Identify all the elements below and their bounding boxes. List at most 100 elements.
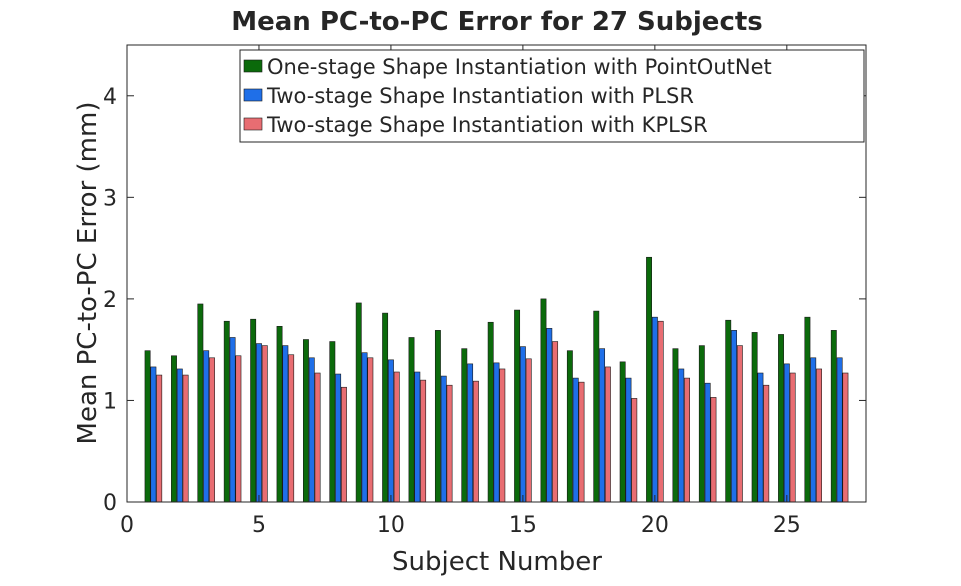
bar-2-18: [599, 348, 606, 503]
bar-1-20: [646, 256, 652, 503]
bar-1-12: [434, 330, 441, 503]
bar-2-27: [836, 357, 843, 503]
bar-1-19: [619, 361, 626, 503]
bar-3-12: [446, 384, 453, 503]
y-tick-label: 1: [103, 389, 117, 414]
bar-3-14: [499, 368, 506, 503]
legend-label-2: Two-stage Shape Instantiation with PLSR: [266, 84, 694, 108]
bar-3-15: [525, 358, 532, 503]
legend-swatch-2: [243, 88, 263, 102]
bar-2-26: [810, 357, 817, 503]
bar-2-20: [651, 316, 658, 503]
bar-2-8: [335, 373, 342, 503]
bar-3-25: [789, 372, 796, 503]
bar-3-3: [209, 357, 215, 503]
bar-2-25: [783, 363, 790, 503]
legend-label-1: One-stage Shape Instantiation with Point…: [267, 55, 772, 79]
chart-title: Mean PC-to-PC Error for 27 Subjects: [231, 7, 763, 37]
bar-1-22: [698, 345, 705, 503]
bar-1-3: [197, 303, 204, 503]
bar-1-18: [593, 310, 600, 503]
y-axis-label: Mean PC-to-PC Error (mm): [73, 102, 103, 445]
bar-1-17: [566, 350, 573, 503]
bar-1-5: [250, 318, 257, 503]
bar-1-10: [382, 312, 389, 503]
bar-2-1: [150, 366, 157, 503]
bar-2-11: [414, 371, 421, 503]
legend-swatch-1: [243, 59, 263, 73]
bar-2-23: [731, 330, 737, 503]
bar-1-25: [778, 334, 784, 503]
x-tick-label: 20: [641, 513, 669, 538]
bar-3-24: [763, 384, 770, 503]
bar-3-21: [684, 377, 690, 503]
bar-1-4: [223, 320, 230, 503]
plot-frame: [126, 44, 867, 503]
bar-3-7: [314, 372, 321, 503]
bar-1-2: [171, 355, 177, 503]
bar-3-4: [235, 355, 242, 503]
bar-3-6: [288, 354, 295, 503]
bar-3-22: [710, 397, 717, 503]
bar-3-26: [816, 368, 822, 503]
bar-3-9: [367, 357, 374, 503]
bar-1-7: [302, 339, 309, 503]
bar-2-2: [176, 368, 183, 503]
legend-label-3: Two-stage Shape Instantiation with KPLSR: [266, 113, 708, 137]
x-tick-label: 10: [377, 513, 405, 538]
bar-1-8: [329, 341, 336, 503]
x-tick-label: 15: [509, 513, 537, 538]
bar-3-20: [657, 320, 664, 503]
bar-2-14: [493, 362, 500, 503]
x-axis-label: Subject Number: [392, 547, 602, 577]
bar-1-11: [408, 337, 415, 503]
bar-2-22: [704, 382, 711, 503]
bar-2-16: [546, 328, 553, 503]
bar-1-21: [672, 348, 679, 503]
y-tick-label: 4: [103, 85, 117, 110]
bar-1-6: [276, 326, 283, 503]
bar-2-10: [387, 359, 394, 503]
bar-2-3: [203, 350, 210, 503]
axes-layer: 0 1 2 3 4 0 5 10 15 20 25: [103, 44, 867, 538]
bar-1-13: [461, 348, 468, 503]
bar-3-1: [156, 374, 163, 503]
bar-1-14: [487, 321, 494, 503]
bar-1-27: [830, 330, 837, 503]
bar-1-26: [804, 316, 811, 503]
bar-3-27: [842, 372, 849, 503]
x-tick-label: 0: [120, 513, 134, 538]
bar-3-11: [420, 379, 427, 503]
y-tick-label: 2: [103, 288, 117, 313]
bar-2-4: [229, 337, 236, 503]
x-tick-label: 5: [252, 513, 266, 538]
bar-3-17: [578, 381, 585, 503]
bar-2-13: [467, 363, 474, 503]
bar-3-5: [261, 345, 268, 503]
bar-1-1: [144, 350, 151, 503]
bar-3-8: [341, 386, 347, 503]
bar-2-24: [757, 372, 764, 503]
legend-box: [239, 49, 865, 143]
bar-2-19: [625, 377, 632, 503]
bar-3-23: [736, 345, 743, 503]
legend: One-stage Shape Instantiation with Point…: [239, 49, 865, 143]
bar-3-19: [631, 398, 638, 503]
bar-2-21: [678, 368, 685, 503]
bar-1-9: [355, 302, 362, 503]
bar-1-24: [751, 332, 758, 503]
bar-2-6: [282, 345, 289, 503]
bar-1-15: [514, 309, 521, 503]
bar-2-9: [361, 352, 368, 503]
bar-2-17: [572, 377, 579, 503]
bar-3-2: [182, 374, 189, 503]
bar-2-7: [308, 357, 315, 503]
bar-3-13: [472, 380, 479, 503]
bar-2-12: [440, 375, 447, 503]
bar-3-18: [604, 366, 611, 503]
bar-1-16: [540, 298, 547, 503]
bar-2-15: [519, 346, 526, 503]
bar-1-23: [725, 319, 732, 503]
